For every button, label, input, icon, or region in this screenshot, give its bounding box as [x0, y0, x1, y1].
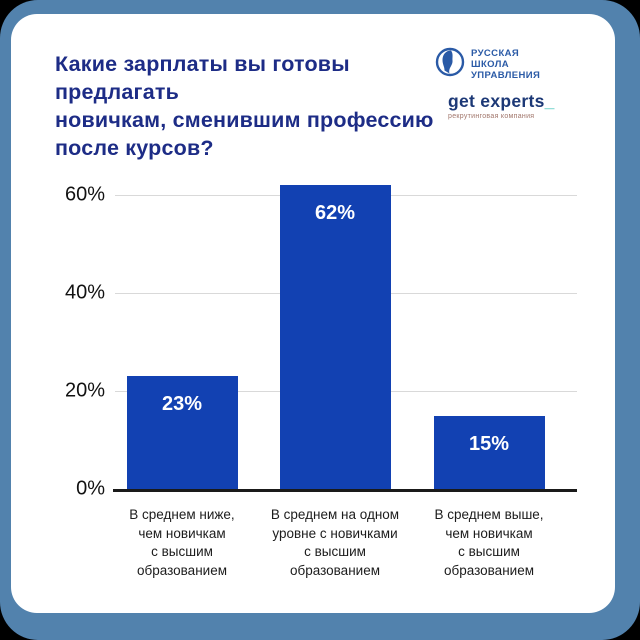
x-axis-category-label: В среднем на одном уровне с новичками с вы…: [270, 507, 400, 578]
bar-15%: 15%: [433, 415, 545, 489]
rsu-logo-text: РУССКАЯ ШКОЛА УПРАВЛЕНИЯ: [471, 48, 541, 81]
y-axis-tick-label: 0%: [76, 477, 105, 500]
title-line: новичкам, сменившим профессию: [55, 108, 434, 132]
infographic-card: Какие зарплаты вы готовы предлагать нови…: [11, 14, 615, 613]
y-axis-tick-label: 60%: [64, 183, 105, 206]
bar-62%: 62%: [279, 185, 391, 489]
bar-value-label: 15%: [468, 432, 510, 455]
y-axis-tick-label: 20%: [64, 379, 105, 402]
get-experts-wordmark: get experts: [448, 91, 545, 111]
get-experts-logo: get experts_ рекрутинговая компания: [435, 91, 585, 120]
title-line: после курсов?: [55, 136, 214, 160]
x-axis-line: [113, 489, 577, 492]
get-experts-tagline: рекрутинговая компания: [448, 113, 535, 120]
page-title: Какие зарплаты вы готовы предлагать нови…: [55, 50, 475, 162]
x-axis-category-label: В среднем выше, чем новичкам с высшим образ…: [434, 507, 544, 578]
logo-block: РУССКАЯ ШКОЛА УПРАВЛЕНИЯ get experts_ ре…: [435, 47, 585, 120]
bar-value-label: 23%: [161, 393, 203, 416]
bar-value-label: 62%: [314, 202, 356, 225]
x-axis-category-label: В среднем ниже, чем новичкам с высшим образ…: [129, 507, 235, 578]
get-experts-underscore: _: [544, 91, 555, 111]
rsu-logo: РУССКАЯ ШКОЛА УПРАВЛЕНИЯ: [435, 47, 585, 82]
bar-23%: 23%: [126, 376, 238, 489]
title-line: Какие зарплаты вы готовы предлагать: [55, 52, 350, 104]
bar-chart: 0% 20% 40% 60% 23% В среднем ниже, чем новичка…: [11, 14, 615, 613]
y-axis-tick-label: 40%: [64, 281, 105, 304]
profile-globe-icon: [435, 47, 465, 82]
